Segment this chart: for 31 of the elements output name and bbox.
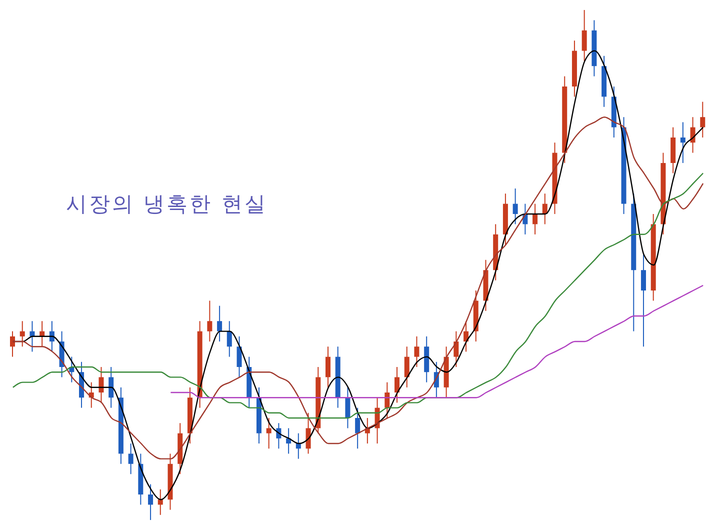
candlestick [30,320,35,352]
candlestick [542,193,548,225]
candlestick [108,366,114,408]
candlestick [512,188,518,225]
candlestick [306,412,311,454]
candlestick [98,366,104,404]
candlestick [384,382,390,418]
candlestick [128,443,134,475]
candlestick [20,320,25,348]
candlestick [207,300,212,342]
candlestick [532,203,538,235]
candlestick [404,346,410,388]
candlestick [148,484,154,520]
candlestick [394,366,400,404]
candlestick [10,330,15,358]
candlestick [226,320,232,358]
candlestick [158,488,163,516]
candlestick [680,122,686,164]
candlestick [266,418,272,450]
candlestick [700,101,706,138]
candlestick [345,386,350,429]
candlestick [355,407,360,450]
candlestick [325,346,330,388]
text: 시장의 냉혹한 현실 [66,191,268,218]
candlestick [414,336,420,368]
candlestick [217,305,222,342]
candlestick [236,336,242,378]
candlestick [640,254,646,348]
candlestick [582,10,587,62]
candlestick [454,330,459,368]
candlestick [296,432,301,460]
